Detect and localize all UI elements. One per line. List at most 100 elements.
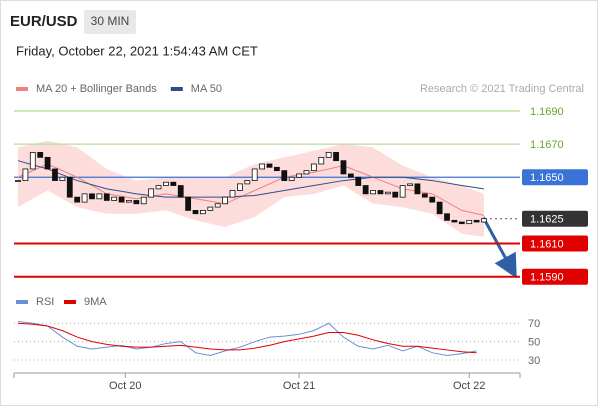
candle xyxy=(259,163,265,170)
candle xyxy=(52,168,58,181)
candle xyxy=(384,191,391,195)
candle xyxy=(103,193,110,201)
legend-label: 9MA xyxy=(84,296,107,308)
level-box xyxy=(522,235,588,252)
candle xyxy=(148,188,155,198)
x-tick-label: Oct 21 xyxy=(283,380,315,392)
bollinger-band xyxy=(18,140,484,237)
candle xyxy=(222,196,229,205)
candle xyxy=(214,203,221,208)
candle xyxy=(81,193,88,203)
forecast-arrow xyxy=(481,216,517,279)
candle xyxy=(392,191,399,198)
candle xyxy=(237,183,243,191)
y-tick-label: 30 xyxy=(528,355,540,367)
y-tick-label: 50 xyxy=(528,337,540,349)
candle xyxy=(37,151,44,158)
candle xyxy=(251,168,258,181)
candle xyxy=(66,176,73,198)
candle xyxy=(466,219,473,225)
timeframe: 30 MIN xyxy=(91,14,130,28)
ma50-line xyxy=(17,160,485,198)
candle xyxy=(15,180,21,182)
level-box xyxy=(522,210,588,227)
candle xyxy=(44,156,51,170)
candle xyxy=(89,193,95,200)
level-box xyxy=(522,268,588,285)
candle xyxy=(185,196,192,211)
candle xyxy=(177,185,184,198)
candle xyxy=(296,173,302,178)
candle xyxy=(74,196,81,203)
candle xyxy=(407,183,413,186)
candle xyxy=(170,181,177,186)
candle xyxy=(207,206,214,211)
legend-swatch xyxy=(16,300,28,304)
candle xyxy=(118,196,125,203)
candle xyxy=(111,196,118,201)
x-tick-label: Oct 20 xyxy=(109,380,141,392)
candle xyxy=(377,190,384,195)
candle xyxy=(273,166,280,172)
candle xyxy=(333,151,339,162)
candle xyxy=(347,173,354,178)
candle xyxy=(318,156,325,165)
candle xyxy=(458,221,465,225)
legend-label: MA 20 + Bollinger Bands xyxy=(36,83,157,95)
candle xyxy=(399,185,406,198)
legend-swatch xyxy=(170,87,183,91)
candle xyxy=(281,170,288,181)
candle xyxy=(155,185,162,190)
credit: Research © 2021 Trading Central xyxy=(420,83,584,95)
datetime: Friday, October 22, 2021 1:54:43 AM CET xyxy=(16,43,258,58)
candle xyxy=(244,180,251,185)
level-label: 1.1690 xyxy=(530,106,564,118)
level-label: 1.1590 xyxy=(530,272,564,284)
indicator-line xyxy=(17,322,477,354)
candle xyxy=(133,200,140,205)
level-box xyxy=(522,169,588,186)
candle xyxy=(310,163,317,172)
legend-swatch xyxy=(16,87,28,91)
candle xyxy=(355,176,362,186)
legend-label: MA 50 xyxy=(191,83,222,95)
level-label: 1.1625 xyxy=(530,214,564,226)
level-label: 1.1650 xyxy=(530,172,564,184)
y-tick-label: 70 xyxy=(528,318,540,330)
candle xyxy=(140,196,147,205)
candle xyxy=(192,210,199,215)
candle xyxy=(429,196,436,203)
candle xyxy=(370,190,376,195)
level-label: 1.1670 xyxy=(530,139,564,151)
candle xyxy=(414,183,421,195)
candle xyxy=(163,181,169,186)
candle xyxy=(481,218,487,223)
candle xyxy=(421,193,428,198)
candle xyxy=(362,185,369,195)
candle xyxy=(200,210,206,215)
indicator-line xyxy=(17,320,477,356)
legend-label: RSI xyxy=(36,296,54,308)
candle xyxy=(325,151,332,158)
candle xyxy=(436,201,443,215)
candle xyxy=(303,170,310,175)
candle xyxy=(96,193,103,200)
candle xyxy=(444,213,450,221)
candle xyxy=(473,219,480,223)
x-tick-label: Oct 22 xyxy=(453,380,485,392)
candle xyxy=(266,163,273,168)
ma20-line xyxy=(17,163,485,216)
timeframe-badge xyxy=(84,10,136,34)
candle xyxy=(126,200,132,203)
candle xyxy=(451,219,458,223)
candle xyxy=(288,176,295,181)
legend-swatch xyxy=(64,300,76,304)
candle xyxy=(29,151,36,170)
level-label: 1.1610 xyxy=(530,238,564,250)
candle xyxy=(22,168,29,181)
symbol: EUR/USD xyxy=(10,13,78,30)
candle xyxy=(59,176,66,181)
candle xyxy=(340,160,347,175)
